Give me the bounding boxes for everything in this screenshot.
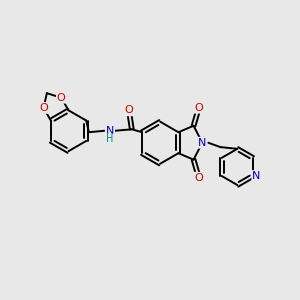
Text: O: O <box>124 105 133 115</box>
Text: N: N <box>198 138 206 148</box>
Text: O: O <box>39 103 48 113</box>
Text: N: N <box>106 126 114 136</box>
Text: O: O <box>57 93 66 103</box>
Text: O: O <box>194 103 203 113</box>
Text: H: H <box>106 134 114 145</box>
Text: O: O <box>194 173 203 183</box>
Text: N: N <box>252 171 261 181</box>
